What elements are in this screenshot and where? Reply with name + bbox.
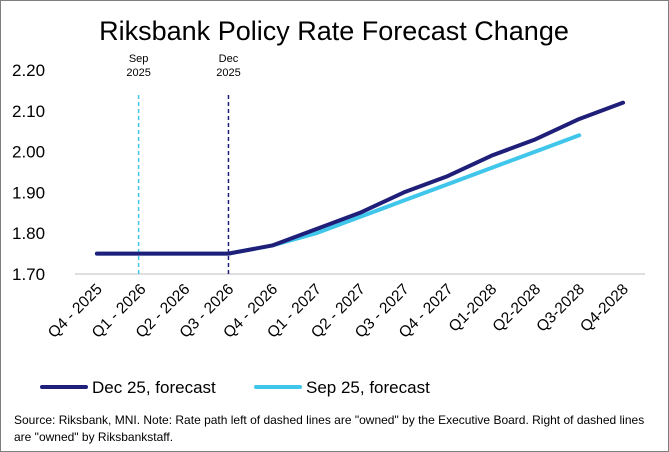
y-tick-label: 1.80 <box>12 224 45 243</box>
x-tick-label: Q4-2028 <box>577 281 632 336</box>
source-note: Source: Riksbank, MNI. Note: Rate path l… <box>14 413 645 444</box>
y-tick-label: 2.00 <box>12 143 45 162</box>
forecast-marker-label: Sep <box>129 53 149 65</box>
chart-title: Riksbank Policy Rate Forecast Change <box>99 16 569 46</box>
y-tick-label: 1.70 <box>12 265 45 284</box>
forecast-marker-label: 2025 <box>216 67 240 79</box>
series-line-dec-25 <box>94 100 626 256</box>
forecast-marker-label: 2025 <box>126 67 150 79</box>
y-tick-label: 2.10 <box>12 102 45 121</box>
y-tick-label: 2.20 <box>12 61 45 80</box>
series-line-sep-25 <box>94 133 582 256</box>
y-tick-label: 1.90 <box>12 183 45 202</box>
legend-label: Dec 25, forecast <box>92 378 216 397</box>
forecast-marker-label: Dec <box>219 53 239 65</box>
legend-label: Sep 25, forecast <box>306 378 430 397</box>
